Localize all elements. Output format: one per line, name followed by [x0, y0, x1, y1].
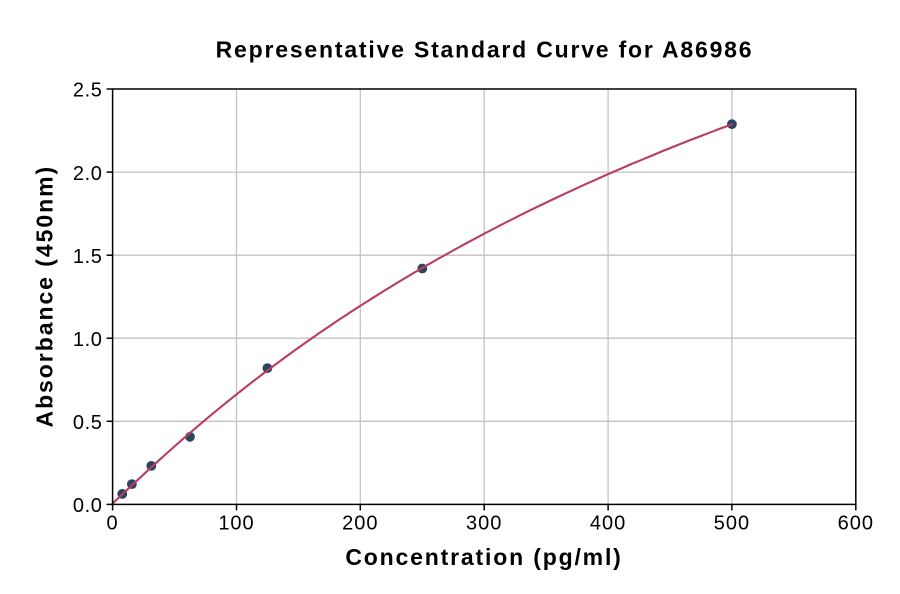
svg-text:0.5: 0.5 [73, 412, 103, 434]
svg-text:1.0: 1.0 [73, 329, 103, 351]
svg-text:300: 300 [466, 512, 502, 534]
svg-text:100: 100 [218, 512, 254, 534]
svg-text:Concentration (pg/ml): Concentration (pg/ml) [345, 544, 622, 570]
svg-text:500: 500 [714, 512, 750, 534]
svg-text:2.0: 2.0 [73, 163, 103, 185]
svg-text:Representative Standard Curve: Representative Standard Curve for A86986 [216, 37, 754, 63]
svg-text:Absorbance (450nm): Absorbance (450nm) [31, 165, 57, 428]
svg-text:2.5: 2.5 [73, 80, 103, 102]
svg-text:400: 400 [590, 512, 626, 534]
svg-text:600: 600 [838, 512, 874, 534]
svg-text:200: 200 [342, 512, 378, 534]
svg-text:0.0: 0.0 [73, 495, 103, 517]
svg-text:1.5: 1.5 [73, 246, 103, 268]
svg-text:0: 0 [107, 512, 119, 534]
